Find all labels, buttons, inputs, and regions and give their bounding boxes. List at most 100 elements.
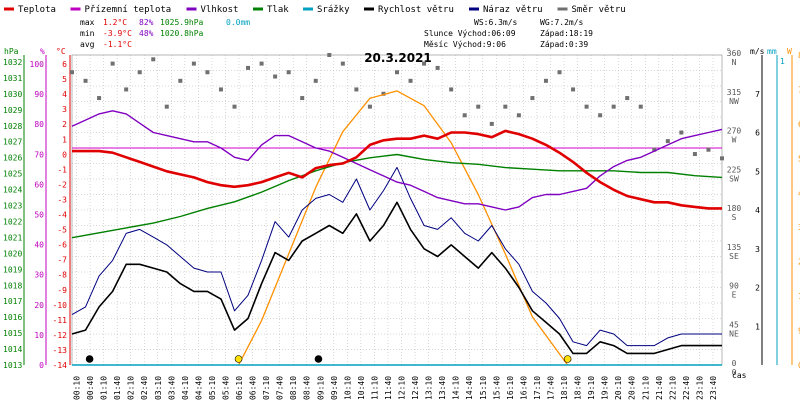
wind-dir-point <box>313 78 318 83</box>
wind-dir-point <box>286 70 291 75</box>
temperature-line <box>72 129 722 210</box>
wind-dir-point <box>638 104 643 109</box>
hpa-tick-label: 1028 <box>3 122 22 131</box>
w-tick-label: 837 <box>798 51 800 60</box>
wind-dir-point <box>679 130 684 135</box>
wind-dir-point <box>530 96 535 101</box>
time-tick-label: 09:10 <box>316 376 325 400</box>
ms-tick-label: 5 <box>755 167 760 176</box>
time-tick-label: 18:40 <box>574 376 583 400</box>
temp-tick-label: -8 <box>57 271 67 280</box>
time-tick-label: 12:40 <box>411 376 420 400</box>
time-tick-label: 11:40 <box>384 376 393 400</box>
wind-dir-point <box>625 96 630 101</box>
temp-tick-label: -12 <box>53 331 68 340</box>
temp-tick-label: 3 <box>62 105 67 114</box>
wind-dir-point <box>598 113 603 118</box>
wind-dir-point <box>191 61 196 66</box>
pct-tick-label: 0 <box>39 361 44 370</box>
wind-dir-point <box>70 70 74 75</box>
time-tick-label: 08:10 <box>289 376 298 400</box>
time-tick-label: 18:10 <box>560 376 569 400</box>
wind-dir-point <box>584 104 589 109</box>
pct-tick-label: 10 <box>34 331 44 340</box>
dir-tick-label: NE <box>729 329 739 338</box>
moonset-marker <box>85 355 94 363</box>
temp-tick-label: 6 <box>62 60 67 69</box>
time-tick-label: 05:10 <box>208 376 217 400</box>
w-tick-label: 465 <box>798 189 800 198</box>
wind-dir-point <box>557 70 562 75</box>
time-tick-label: 21:40 <box>655 376 664 400</box>
humidity-line <box>71 110 723 211</box>
sunrise-marker <box>234 355 243 363</box>
moonrise-marker <box>314 355 323 363</box>
pct-tick-label: 50 <box>34 211 44 220</box>
wind-dir-point <box>489 121 494 126</box>
hpa-tick-label: 1021 <box>3 233 22 242</box>
wind-dir-point <box>611 104 616 109</box>
legend-label: Náraz větru <box>483 5 543 15</box>
time-tick-label: 05:40 <box>221 376 230 400</box>
dir-tick-label: 0 <box>732 368 737 377</box>
wind-dir-point <box>435 65 440 70</box>
dir-tick-deg: 45 <box>729 320 739 329</box>
info-ws: WS:6.3m/s <box>474 18 518 27</box>
ms-tick-label: 7 <box>755 90 760 99</box>
wind-dir-point <box>205 70 210 75</box>
wind-dir-point <box>164 104 169 109</box>
info-wg: WG:7.2m/s <box>540 18 584 27</box>
mm-tick-label: 1 <box>780 57 785 66</box>
wind-gust-line <box>71 166 722 347</box>
temp-unit-label: °C <box>56 47 66 56</box>
pct-tick-label: 30 <box>34 271 44 280</box>
time-tick-label: 21:10 <box>641 376 650 400</box>
dir-tick-label: E <box>732 291 737 300</box>
dir-tick-label: SW <box>729 174 739 183</box>
w-tick-label: 744 <box>798 85 800 94</box>
time-tick-label: 12:10 <box>398 376 407 400</box>
temp-tick-label: -14 <box>53 361 68 370</box>
time-tick-label: 23:40 <box>709 376 718 400</box>
time-tick-label: 06:10 <box>235 376 244 400</box>
legend-label: Rychlost větru <box>378 5 454 15</box>
wind-dir-point <box>408 78 413 83</box>
stat-max-hum: 82% <box>139 18 154 27</box>
wind-dir-point <box>273 74 278 79</box>
time-tick-label: 14:40 <box>465 376 474 400</box>
hpa-tick-label: 1013 <box>3 361 22 370</box>
dir-tick-label: S <box>732 213 737 222</box>
time-tick-label: 15:10 <box>479 376 488 400</box>
wind-dir-point <box>449 87 454 92</box>
ms-tick-label: 3 <box>755 245 760 254</box>
dir-tick-deg: 90 <box>729 282 739 291</box>
legend-label: Teplota <box>18 5 56 15</box>
wind-dir-point <box>218 87 223 92</box>
x-axis-label: čas <box>732 370 747 380</box>
wind-dir-point <box>503 104 508 109</box>
hpa-tick-label: 1015 <box>3 329 22 338</box>
wind-dir-point <box>422 61 427 66</box>
legend-label: Směr větru <box>572 5 626 15</box>
wind-dir-point <box>124 87 129 92</box>
pct-tick-label: 100 <box>30 60 45 69</box>
wind-dir-point <box>137 70 142 75</box>
temp-tick-label: -1 <box>57 165 67 174</box>
dir-tick-deg: 225 <box>727 165 742 174</box>
legend-label: Tlak <box>267 5 289 15</box>
hpa-tick-label: 1025 <box>3 170 22 179</box>
time-tick-label: 13:40 <box>438 376 447 400</box>
info-moonset: Západ:0:39 <box>540 40 588 49</box>
wind-dir-point <box>571 87 576 92</box>
hpa-tick-label: 1016 <box>3 313 22 322</box>
wind-speed-line <box>71 201 722 355</box>
temp-tick-label: 5 <box>62 75 67 84</box>
temp-tick-label: 4 <box>62 90 67 99</box>
stat-max-rain: 0.0mm <box>226 18 250 27</box>
stat-max-label: max <box>80 18 95 27</box>
time-tick-label: 03:10 <box>154 376 163 400</box>
w-tick-label: 558 <box>798 154 800 163</box>
pct-tick-label: 40 <box>34 241 44 250</box>
time-tick-label: 06:40 <box>249 376 258 400</box>
